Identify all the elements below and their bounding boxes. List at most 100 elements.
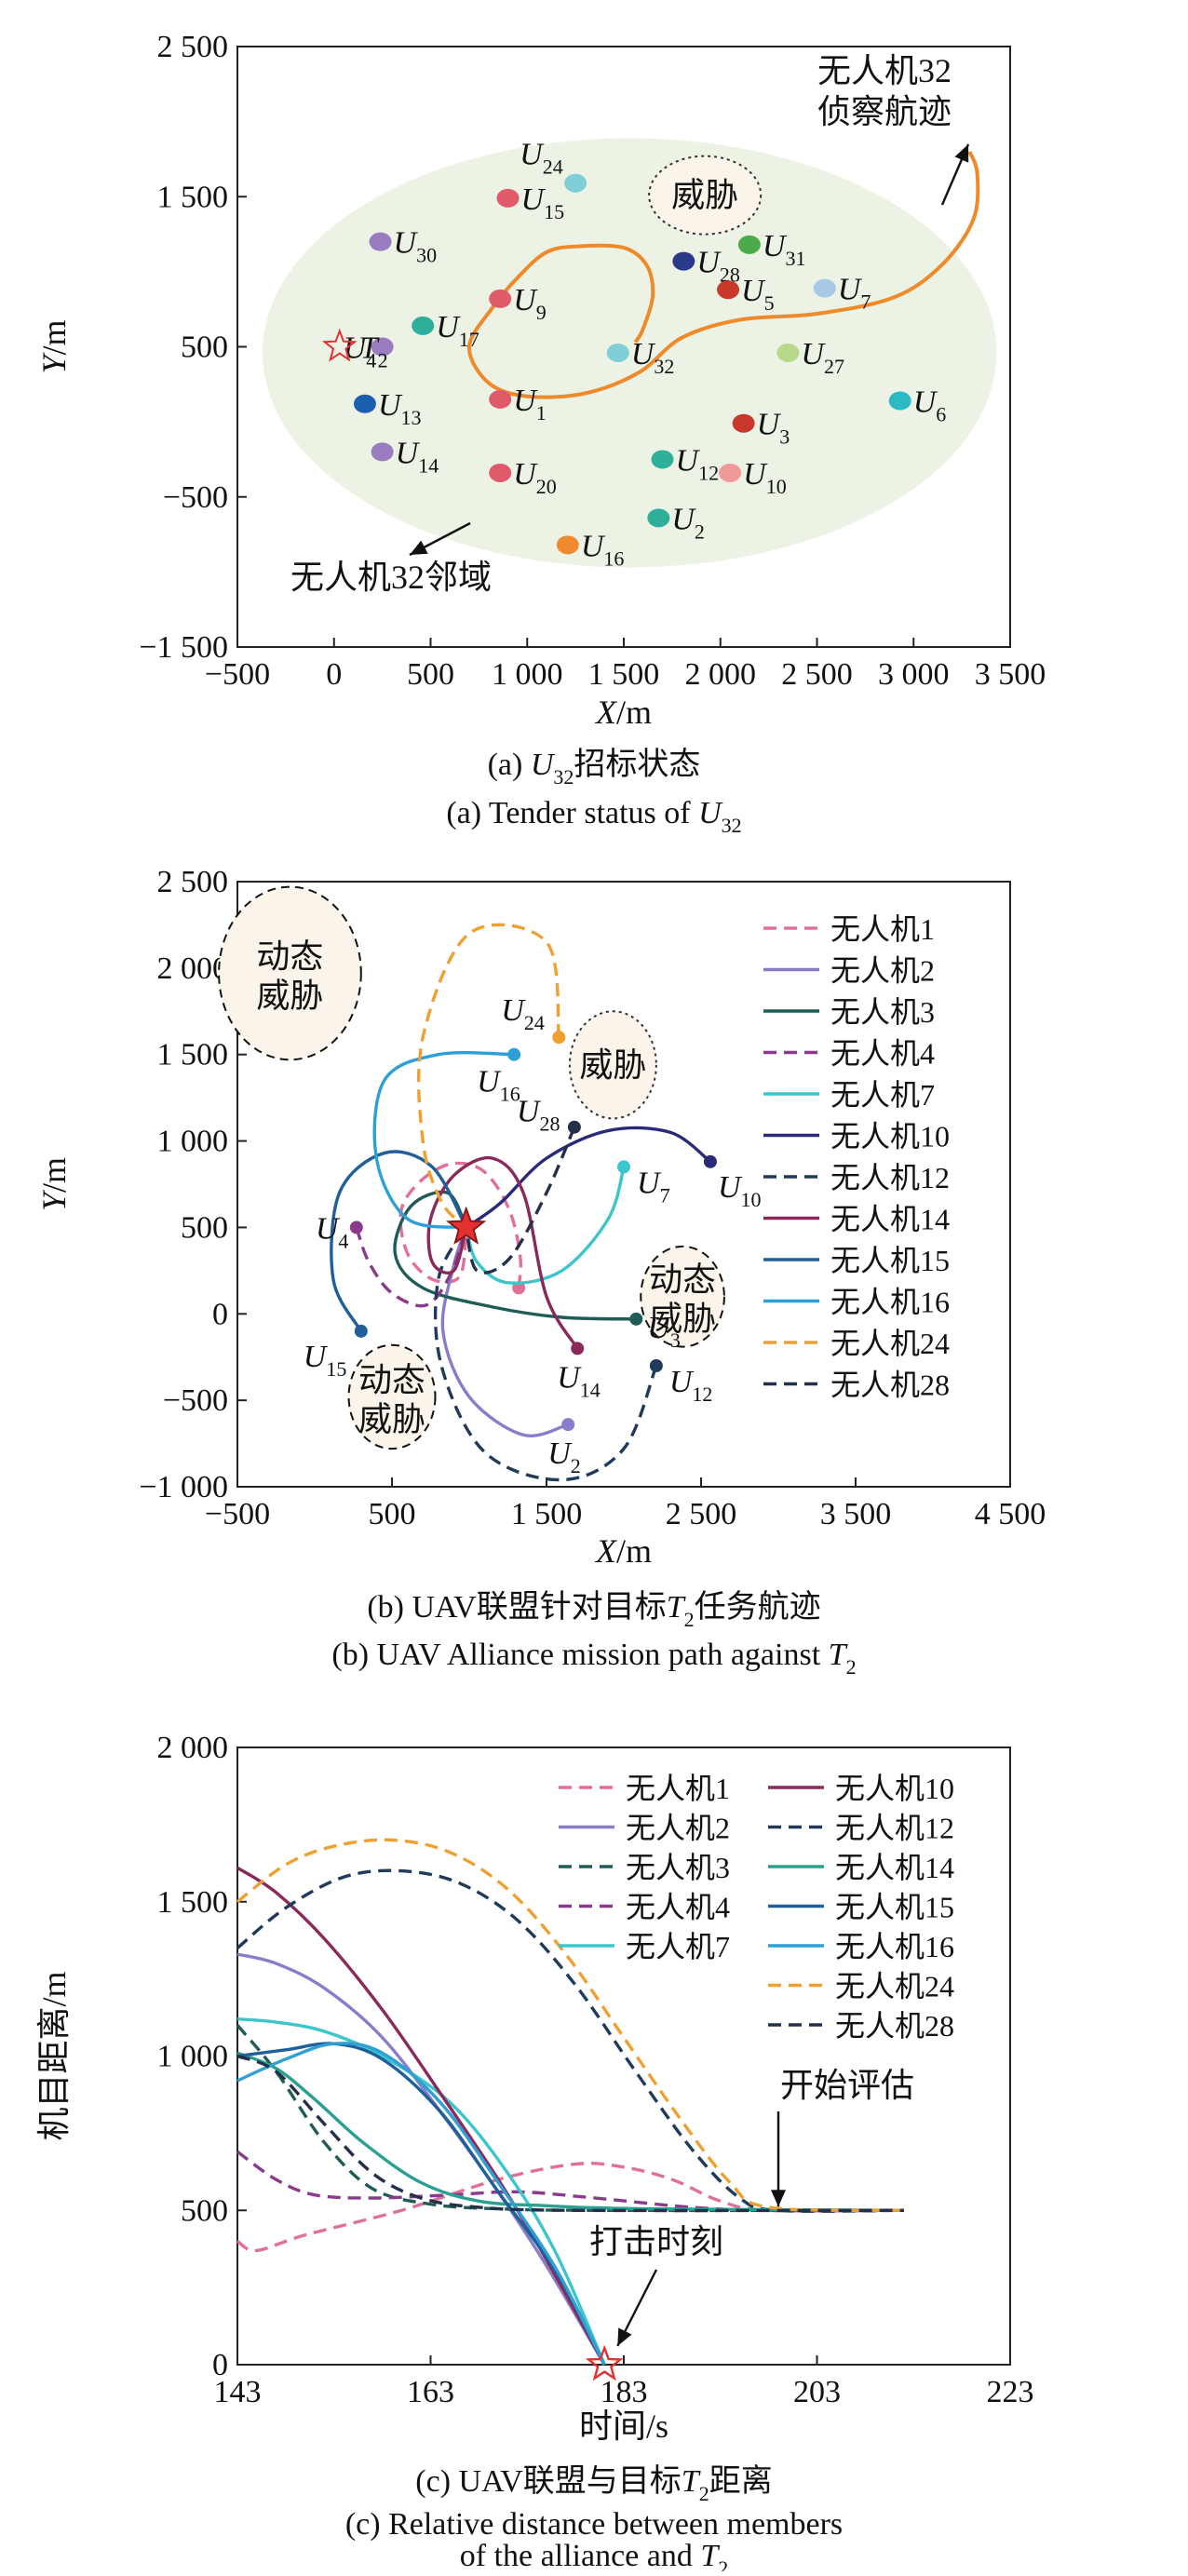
endpoint-label-U14-var: U [557,1360,582,1395]
path-无人机15 [330,1150,468,1332]
panel-a-caption-en-var: U [698,796,723,830]
path-无人机1 [398,1161,522,1288]
panel-a-ytick-label: 2 500 [157,30,229,64]
legend-label-无人机10: 无人机10 [835,1772,954,1805]
panel-a-tender-status: 威胁 −500 0 500 1 000 1 500 2 000 2 500 3 000 3 500… [35,30,1046,837]
panel-b-ytick-label: 1 500 [157,1038,229,1072]
uav-marker-U2 [647,508,670,528]
endpoint-label-U28-var: U [517,1095,542,1129]
endpoint-label-U7-var: U [637,1166,662,1200]
uav-marker-U20 [489,463,512,482]
panel-a-xtick-label: 2 500 [781,657,853,692]
panel-a-xtick-label: 3 500 [975,657,1046,692]
annotation-eval: 开始评估 [780,2067,914,2104]
legend-label-无人机12: 无人机12 [835,1812,954,1845]
threat-zone [568,1010,657,1120]
uav-label-U5-var: U [741,274,766,308]
uav-label-U31-var: U [763,229,788,263]
panel-b-xlabel-var: X [594,1532,618,1570]
panel-c-xtick-label: 183 [601,2375,648,2409]
target-t2-label-var: T [360,331,380,366]
endpoint-label-U2: U2 [547,1436,581,1477]
panel-b-ytick-label: −500 [163,1383,228,1418]
uav-marker-U24 [564,173,587,193]
panel-b-xtick-label: 2 500 [666,1497,737,1531]
uav-label-U32-var: U [631,337,656,371]
panel-a-ylabel: Y/m [35,319,73,373]
uav-label-U6: U6 [913,385,947,426]
dynamic-threat-label-1: 动态 [358,1361,425,1398]
path-start-无人机7 [617,1160,630,1174]
endpoint-label-U14-sub: 14 [580,1378,601,1401]
panel-a-ytick-label: −500 [163,480,228,515]
uav-marker-U16 [556,535,579,555]
path-start-无人机15 [354,1324,368,1338]
panel-c-ytick-label: 500 [181,2193,228,2228]
panel-a-xlabel: X/m [594,694,652,731]
threat-label: 威胁 [671,177,738,214]
panel-b-xtick-label: 3 500 [820,1497,892,1531]
uav-label-U14: U14 [396,436,439,477]
endpoint-label-U7: U7 [637,1166,670,1207]
panel-a-caption-cn-prefix: (a) [488,748,531,782]
uav-label-U7-sub: 7 [860,290,871,314]
target-t2-label-sub: 2 [378,349,388,372]
panel-a-xtick-label: 0 [326,657,342,692]
uav-marker-U7 [813,278,836,298]
uav-label-U13-var: U [378,388,403,423]
panel-c-xlabel: 时间/s [579,2407,668,2445]
uav-marker-U3 [732,413,755,433]
uav-label-U30-var: U [394,226,419,261]
legend-label-无人机15: 无人机15 [835,1891,954,1924]
legend-label-无人机16: 无人机16 [830,1286,950,1319]
endpoint-label-U16: U16 [477,1065,520,1106]
panel-c-xtick-label: 143 [214,2375,262,2409]
endpoint-label-U15-var: U [304,1340,329,1374]
legend-label-无人机14: 无人机14 [835,1851,954,1884]
endpoint-label-U15: U15 [304,1340,347,1381]
legend-label-无人机1: 无人机1 [830,912,935,946]
panel-c-ytick-label: 0 [212,2348,228,2382]
uav-label-U16: U16 [581,529,625,570]
legend-label-无人机28: 无人机28 [835,2009,954,2043]
legend-label-无人机2: 无人机2 [830,954,935,988]
panel-c-caption-en-line1: (c) Relative distance between members [345,2507,843,2542]
legend-label-无人机1: 无人机1 [626,1772,730,1805]
panel-b-xlabel-unit: /m [616,1532,652,1570]
uav-label-U32-sub: 32 [654,355,674,378]
panel-c-caption-cn-sub: 2 [699,2482,709,2505]
uav-marker-U1 [489,389,512,409]
uav-label-U32: U32 [631,337,675,378]
uav-label-U9-sub: 9 [536,301,547,324]
curve-无人机2 [236,1952,606,2366]
uav-label-U20: U20 [513,457,557,498]
dynamic-threat-label-2: 威胁 [649,1301,716,1338]
recon-label-line2: 侦察航迹 [817,93,952,130]
path-无人机16 [372,1050,515,1230]
endpoint-label-U10-sub: 10 [741,1188,762,1211]
path-无人机4 [355,1226,468,1308]
endpoint-label-U16-sub: 16 [500,1083,520,1106]
panel-c-caption-cn: (c) UAV联盟与目标T2距离 [415,2463,772,2505]
panel-b-caption-en-prefix: (b) UAV Alliance mission path against [331,1638,828,1672]
endpoint-label-U14: U14 [557,1360,601,1401]
legend-label-无人机16: 无人机16 [835,1930,954,1963]
panel-a-caption-cn-var: U [531,748,556,782]
path-start-无人机24 [552,1031,566,1045]
curve-无人机16 [236,2042,606,2366]
uav-marker-U9 [489,289,512,308]
legend-label-无人机2: 无人机2 [626,1812,730,1845]
endpoint-label-U10-var: U [718,1170,743,1205]
path-无人机28 [465,1126,576,1275]
endpoint-label-U7-sub: 7 [660,1183,670,1207]
curve-无人机24 [236,1838,904,2212]
panel-c-caption-en-line2: of the alliance and T2 [460,2539,729,2571]
recon-arrow-head [954,144,969,163]
panel-b-plot-frame [236,881,1011,1488]
panel-b-ytick-label: −1 000 [139,1470,228,1504]
strike-star [585,2344,624,2381]
path-start-无人机14 [571,1342,585,1355]
panel-c-caption-en-line2-sub: 2 [718,2556,728,2571]
endpoint-label-U12: U12 [669,1365,713,1406]
uav-label-U15-sub: 15 [544,200,564,223]
